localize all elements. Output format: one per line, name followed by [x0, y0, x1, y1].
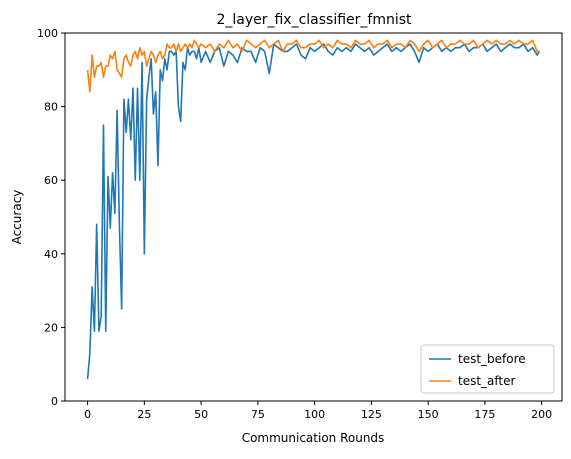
- y-tick-label: 20: [44, 321, 58, 334]
- x-tick-label: 50: [194, 408, 208, 421]
- plot-frame: [64, 32, 563, 402]
- x-tick-label: 75: [251, 408, 265, 421]
- legend-label-test-before: test_before: [458, 352, 526, 366]
- legend: test_before test_after: [420, 344, 555, 394]
- legend-box: [420, 344, 555, 394]
- x-tick-label: 100: [304, 408, 325, 421]
- y-tick-label: 100: [37, 27, 58, 40]
- x-tick-label: 125: [361, 408, 382, 421]
- chart-title: 2_layer_fix_classifier_fmnist: [216, 12, 412, 28]
- x-tick-label: 150: [418, 408, 439, 421]
- y-tick-label: 40: [44, 248, 58, 261]
- x-tick-label: 175: [474, 408, 495, 421]
- y-axis: 0 20 40 60 80 100: [37, 27, 65, 408]
- y-tick-label: 60: [44, 174, 58, 187]
- x-tick-label: 200: [531, 408, 552, 421]
- y-tick-label: 80: [44, 101, 58, 114]
- x-tick-label: 25: [137, 408, 151, 421]
- series-line-test-before: [86, 43, 541, 379]
- series-line-test-after: [86, 39, 540, 93]
- x-axis-label: Communication Rounds: [242, 431, 385, 445]
- x-axis: 0 25 50 75 100 125 150 175 200: [84, 401, 552, 421]
- x-tick-label: 0: [84, 408, 91, 421]
- y-axis-label: Accuracy: [10, 190, 24, 245]
- legend-label-test-after: test_after: [458, 374, 516, 388]
- plot-area: [86, 39, 541, 379]
- y-tick-label: 0: [51, 395, 58, 408]
